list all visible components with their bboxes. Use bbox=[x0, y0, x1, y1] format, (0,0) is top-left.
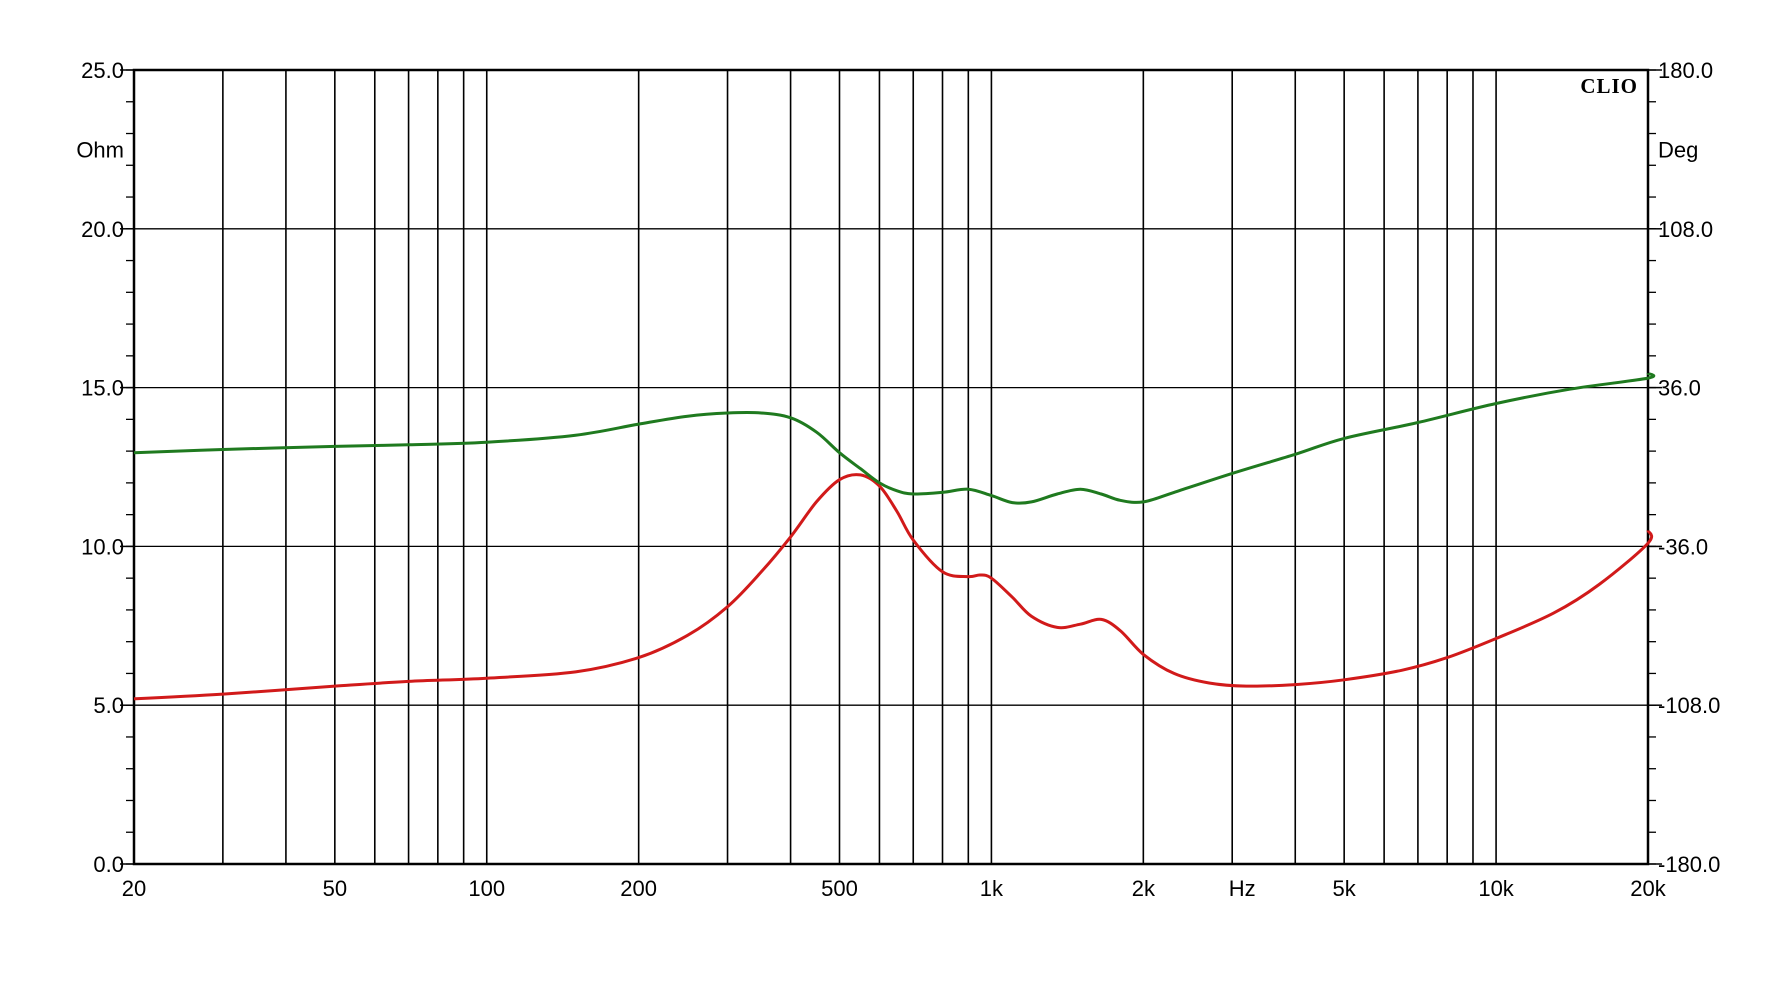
y-right-tick-label: 36.0 bbox=[1658, 376, 1701, 401]
y-right-unit-label: Deg bbox=[1658, 137, 1698, 162]
y-left-tick-label: 25.0 bbox=[81, 58, 124, 83]
grid bbox=[133, 69, 1649, 865]
x-tick-label: 50 bbox=[323, 876, 347, 901]
y-right-tick-label: -180.0 bbox=[1658, 852, 1720, 877]
x-tick-label: 200 bbox=[620, 876, 657, 901]
x-tick-label: 10k bbox=[1478, 876, 1514, 901]
x-tick-label: 500 bbox=[821, 876, 858, 901]
y-left-unit-label: Ohm bbox=[76, 137, 124, 162]
y-right-tick-label: -36.0 bbox=[1658, 534, 1708, 559]
y-left-tick-label: 5.0 bbox=[93, 693, 124, 718]
y-right-tick-label: -108.0 bbox=[1658, 693, 1720, 718]
y-left-tick-label: 10.0 bbox=[81, 534, 124, 559]
y-right-tick-label: 180.0 bbox=[1658, 58, 1713, 83]
x-tick-label: 2k bbox=[1132, 876, 1156, 901]
y-right-tick-label: 108.0 bbox=[1658, 217, 1713, 242]
x-tick-label: 100 bbox=[468, 876, 505, 901]
y-left-tick-label: 15.0 bbox=[81, 376, 124, 401]
y-left-tick-label: 20.0 bbox=[81, 217, 124, 242]
x-tick-label: 1k bbox=[980, 876, 1004, 901]
x-tick-label: 20k bbox=[1630, 876, 1666, 901]
y-left-tick-label: 0.0 bbox=[93, 852, 124, 877]
axis-ticks bbox=[120, 69, 1662, 865]
x-tick-label: 20 bbox=[122, 876, 146, 901]
series-2-curve bbox=[133, 371, 1656, 505]
plot-frame bbox=[132, 68, 1650, 866]
brand-label: CLIO bbox=[1580, 74, 1638, 98]
series-1-curve bbox=[133, 473, 1654, 701]
x-tick-label: 5k bbox=[1333, 876, 1357, 901]
axis-labels: 20 50 100 200 500 1k 2k 5k 10k 20k Hz 0.0 5.0 10.0 15.… bbox=[76, 58, 1720, 901]
x-unit-label: Hz bbox=[1229, 876, 1256, 901]
curves bbox=[133, 371, 1656, 701]
